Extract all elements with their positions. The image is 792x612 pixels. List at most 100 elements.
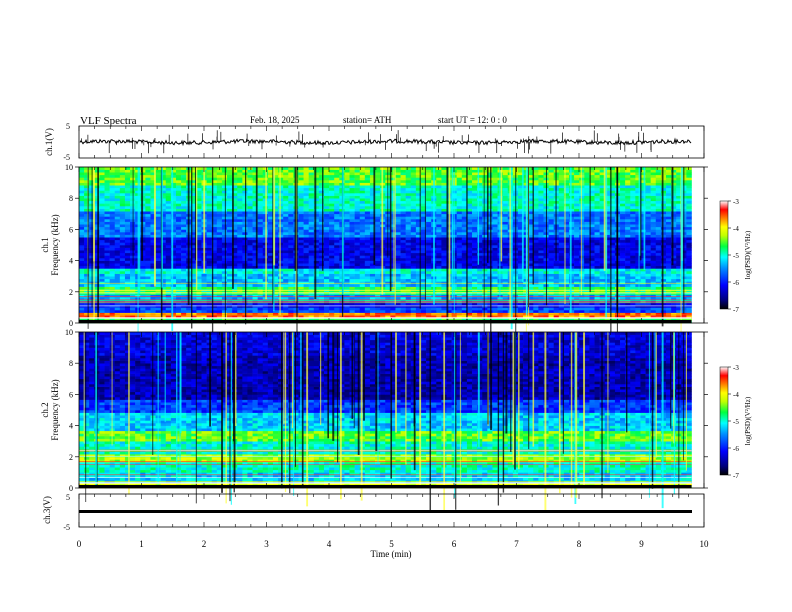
spectrogram-cell: [227, 302, 233, 306]
spectrogram-cell: [492, 224, 498, 228]
spectrogram-cell: [665, 281, 672, 285]
spectrogram-cell: [175, 304, 182, 308]
spectrogram-cell: [313, 310, 320, 313]
spectrogram-cell: [130, 281, 136, 285]
spectrogram-cell: [650, 315, 657, 319]
spectrogram-cell: [415, 268, 422, 272]
spectrogram-cell: [665, 245, 672, 248]
spectrogram-cell: [436, 252, 442, 256]
spectrogram-cell: [466, 281, 473, 285]
spectrogram-cell: [99, 232, 105, 235]
spectrogram-cell: [130, 276, 136, 280]
spectrogram-cell: [579, 260, 585, 264]
spectrogram-cell: [130, 310, 136, 313]
spectrogram-cell: [313, 315, 320, 319]
spectrogram-cell: [308, 252, 315, 256]
spectrogram-cell: [364, 304, 371, 308]
spectrogram-cell: [456, 278, 463, 282]
spectrogram-cell: [94, 237, 100, 241]
spectrogram-cell: [660, 242, 667, 246]
spectrogram-cell: [155, 260, 161, 264]
spectrogram-cell: [584, 221, 590, 225]
spectrogram-cell: [671, 294, 677, 298]
spectrogram-cell: [604, 255, 611, 259]
spectrogram-cell: [461, 237, 468, 241]
spectrogram-cell: [410, 252, 417, 256]
spectrogram-cell: [650, 221, 657, 225]
spectrogram-cell: [145, 258, 151, 261]
spectrogram-cell: [175, 263, 182, 267]
spectrogram-cell: [191, 258, 197, 261]
spectrogram-cell: [487, 234, 493, 238]
spectrogram-cell: [298, 278, 304, 282]
spectrogram-cell: [579, 234, 585, 238]
spectrogram-cell: [645, 260, 651, 264]
spectrogram-cell: [283, 265, 289, 269]
spectrogram-cell: [676, 221, 682, 225]
spectrogram-cell: [329, 219, 335, 222]
spectrogram-cell: [502, 276, 509, 280]
spectrogram-cell: [415, 234, 422, 238]
spectrogram-cell: [400, 307, 406, 311]
spectrogram-cell: [283, 273, 289, 277]
spectrogram-cell: [99, 307, 105, 311]
spectrogram-cell: [405, 245, 412, 248]
spectrogram-cell: [119, 252, 126, 256]
spectrogram-cell: [548, 226, 554, 230]
spectrogram-cell: [461, 286, 468, 290]
spectrogram-cell: [676, 263, 682, 267]
spectrogram-cell: [640, 286, 646, 290]
spectrogram-cell: [400, 229, 406, 233]
spectrogram-cell: [548, 302, 554, 306]
spectrogram-cell: [548, 258, 554, 261]
spectrogram-cell: [609, 255, 616, 259]
spectrogram-cell: [558, 315, 565, 319]
spectrogram-cell: [344, 260, 350, 264]
spectrogram-cell: [502, 263, 509, 267]
spectrogram-cell: [400, 232, 406, 235]
spectrogram-cell: [579, 284, 585, 287]
spectrogram-cell: [420, 281, 427, 285]
spectrogram-cell: [375, 281, 381, 285]
spectrogram-cell: [492, 263, 498, 267]
spectrogram-cell: [574, 284, 580, 287]
spectrogram-cell: [160, 245, 167, 248]
spectrogram-cell: [303, 219, 309, 222]
spectrogram-cell: [283, 229, 289, 233]
spectrogram-cell: [109, 302, 116, 306]
spectrogram-cell: [472, 226, 478, 230]
spectrogram-cell: [538, 268, 544, 272]
spectrogram-cell: [175, 229, 182, 233]
spectrogram-cell: [206, 234, 212, 238]
spectrogram-cell: [650, 286, 657, 290]
spectrogram-cell: [349, 304, 355, 308]
spectrogram-cell: [563, 252, 570, 256]
spectrogram-cell: [283, 286, 289, 290]
spectrogram-cell: [502, 307, 509, 311]
spectrogram-cell: [665, 247, 672, 251]
spectrogram-cell: [517, 276, 524, 280]
spectrogram-cell: [227, 276, 233, 280]
spectrogram-cell: [191, 221, 197, 225]
spectrogram-cell: [579, 258, 585, 261]
spectrogram-cell: [247, 271, 253, 274]
spectrogram-cell: [84, 258, 90, 261]
spectrogram-cell: [630, 260, 636, 264]
spectrogram-cell: [523, 273, 529, 277]
spectrogram-cell: [558, 265, 565, 269]
spectrogram-cell: [441, 221, 447, 225]
spectrogram-cell: [94, 276, 100, 280]
spectrogram-cell: [502, 302, 509, 306]
spectrogram-cell: [175, 245, 182, 248]
spectrogram-cell: [660, 286, 667, 290]
spectrogram-cell: [354, 229, 361, 233]
spectrogram-cell: [405, 268, 412, 272]
spectrogram-cell: [584, 271, 590, 274]
spectrogram-cell: [79, 310, 85, 313]
spectrogram-cell: [288, 221, 294, 225]
spectrogram-cell: [477, 276, 483, 280]
spectrogram-cell: [359, 273, 366, 277]
spectrogram-cell: [94, 281, 100, 285]
spectrogram-cell: [278, 234, 284, 238]
spectrogram-cell: [155, 237, 161, 241]
